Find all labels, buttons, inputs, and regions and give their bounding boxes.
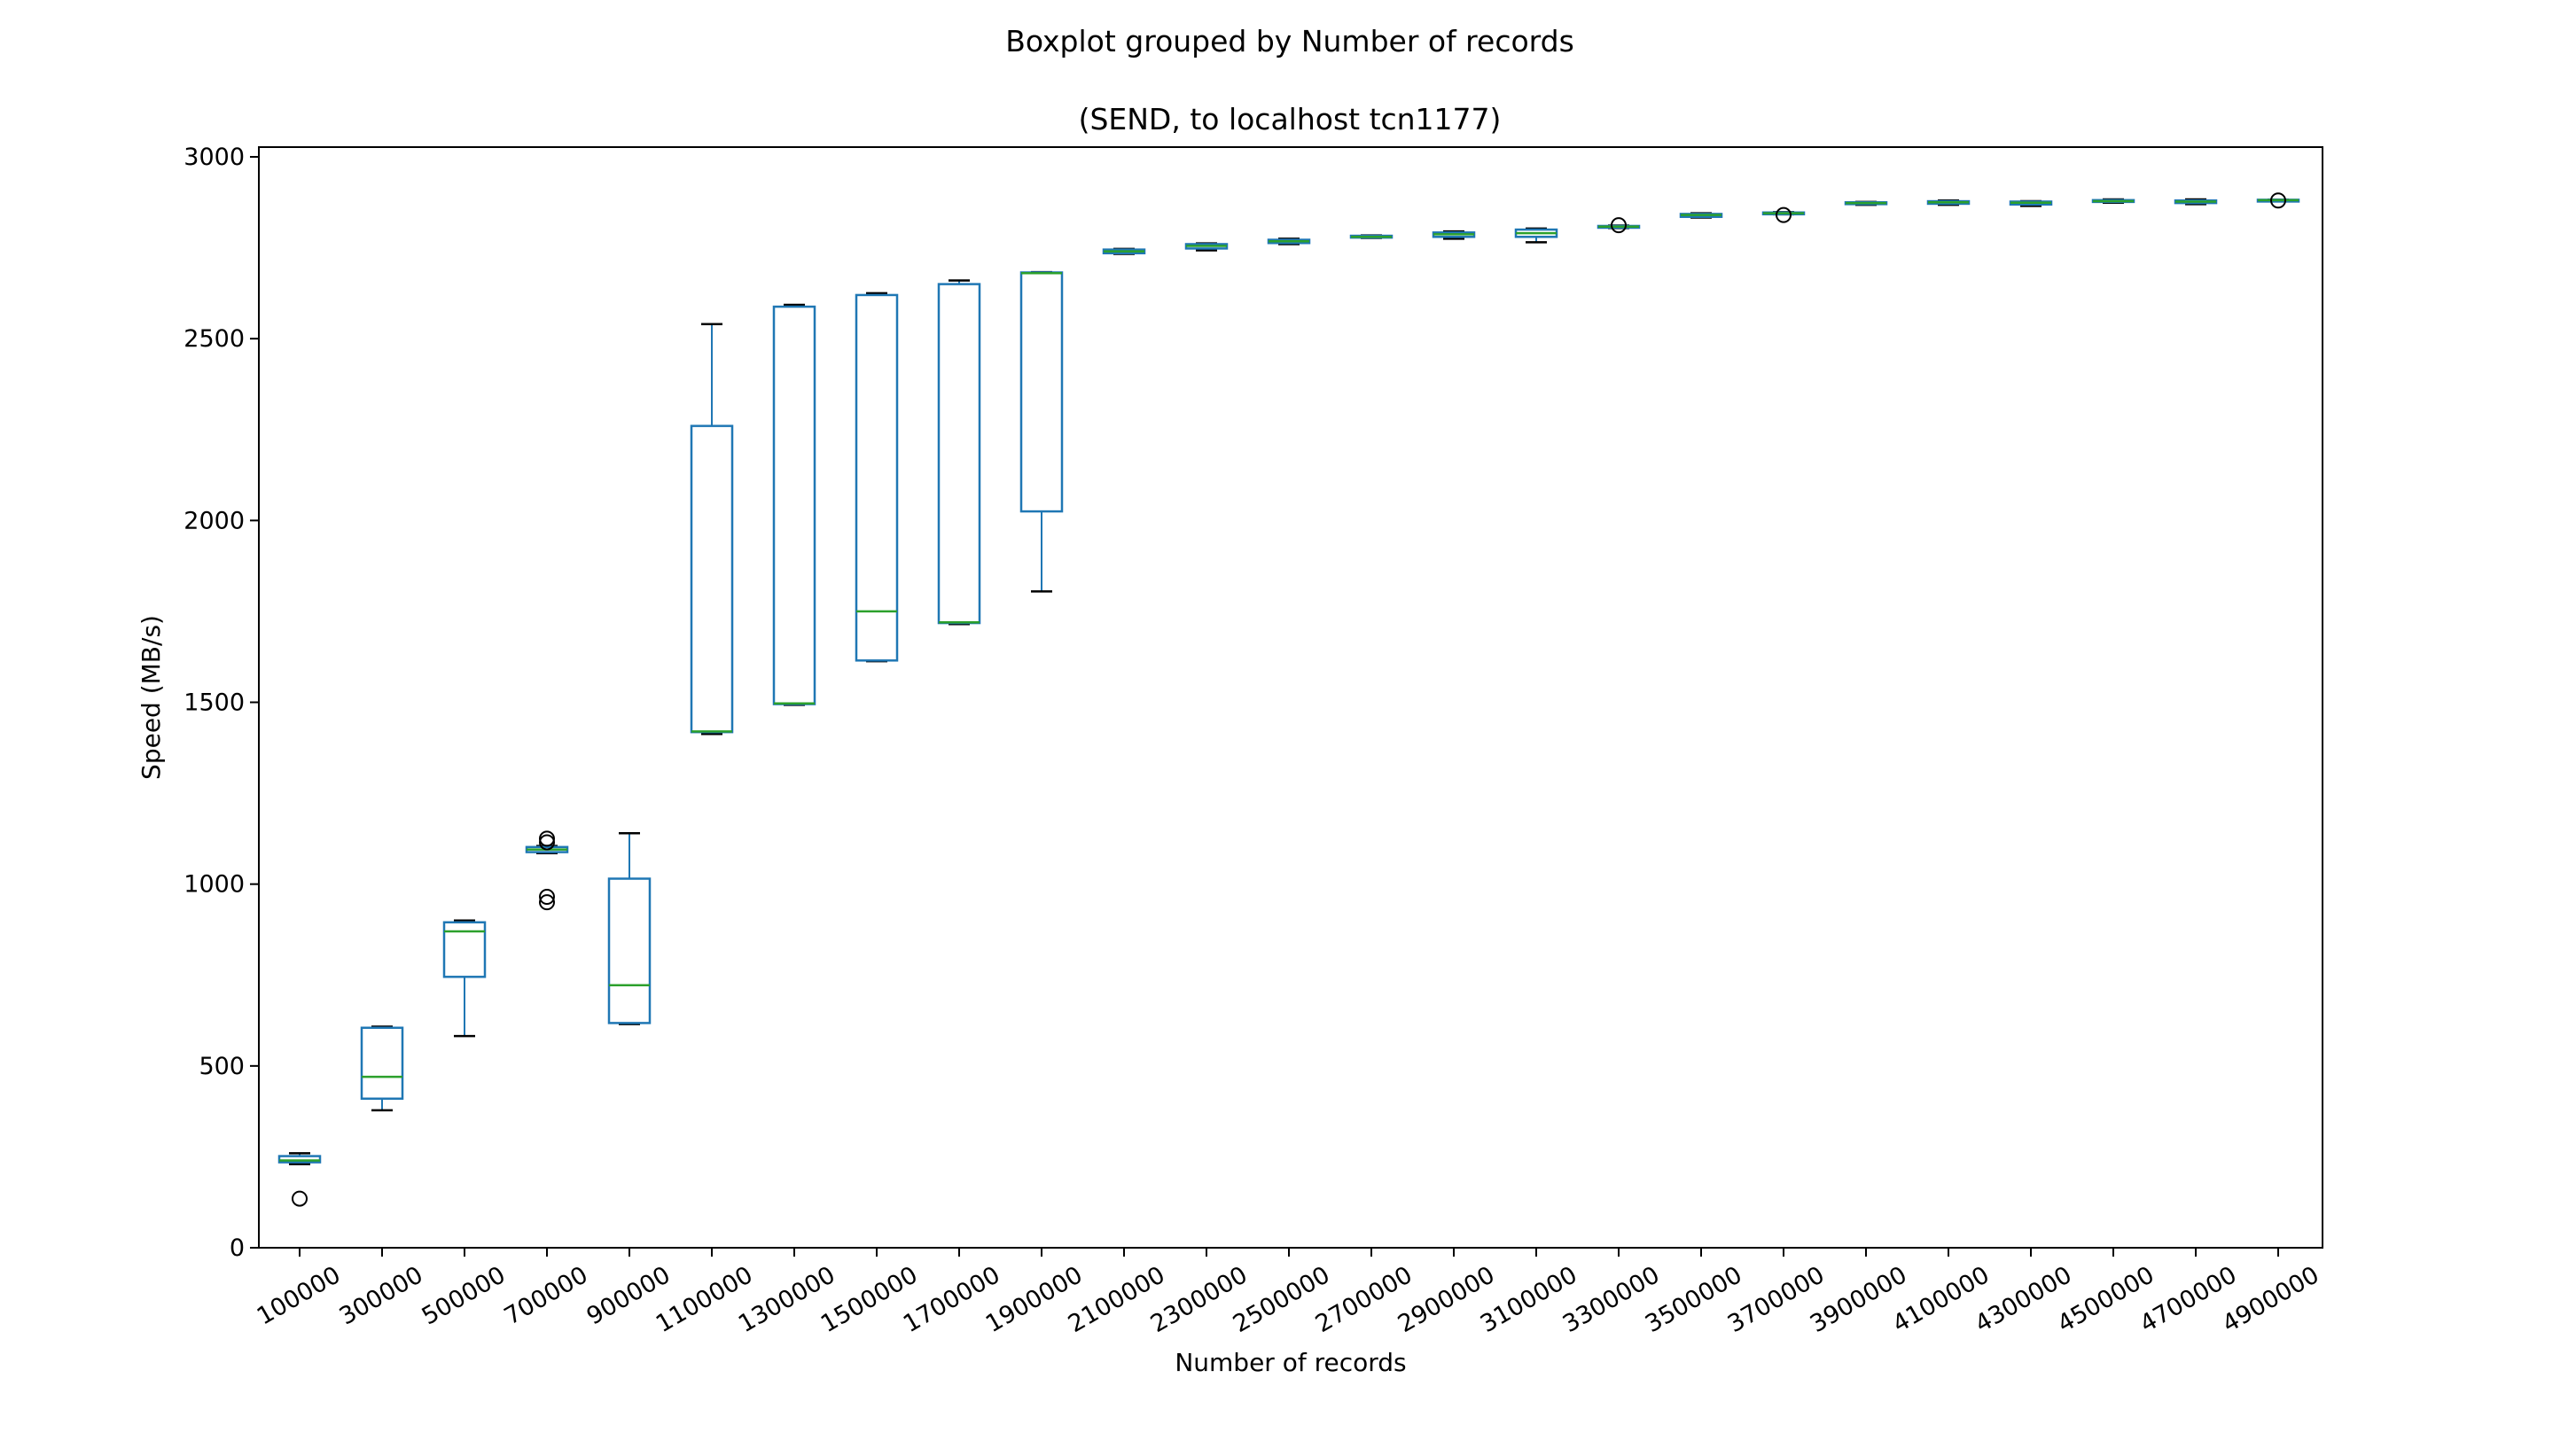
- box-group: [1514, 227, 1558, 244]
- box-group: [1102, 247, 1146, 255]
- y-axis-label: Speed (MB/s): [137, 615, 166, 780]
- chart-title: Boxplot grouped by Number of records: [1005, 24, 1574, 58]
- box-group: [1679, 212, 1723, 219]
- outlier-point: [1776, 206, 1792, 223]
- box-group: [2174, 198, 2218, 206]
- outlier-point: [1611, 217, 1627, 234]
- box-group: [855, 292, 899, 663]
- y-tick-label: 500: [199, 1053, 245, 1080]
- y-tick-label: 0: [230, 1234, 245, 1262]
- outlier-point: [539, 889, 555, 906]
- box-group: [690, 323, 734, 736]
- y-tick-label: 1500: [183, 689, 245, 717]
- box-group: [1349, 234, 1394, 239]
- box-group: [1844, 200, 1888, 206]
- box-iqr: [277, 1155, 322, 1164]
- outlier-point: [539, 894, 555, 911]
- box-iqr: [607, 877, 652, 1024]
- box-group: [2091, 198, 2135, 204]
- box-iqr: [442, 921, 487, 978]
- box-group: [1597, 217, 1641, 234]
- plot-frame: [258, 146, 2323, 1249]
- x-axis-label: Number of records: [1175, 1348, 1406, 1377]
- box-group: [442, 919, 487, 1038]
- box-group: [1761, 206, 1806, 223]
- box-group: [2256, 192, 2300, 209]
- box-group: [1267, 237, 1311, 245]
- outlier-point: [292, 1190, 308, 1207]
- box-group: [1184, 242, 1229, 252]
- outlier-point: [2270, 192, 2286, 209]
- box-iqr: [855, 293, 899, 662]
- box-group: [277, 1152, 322, 1207]
- y-axis-ticks: 0 500 1000 1500 2000 2500 3000: [183, 144, 259, 1262]
- box-group: [525, 830, 569, 911]
- box-group: [1926, 199, 1971, 206]
- y-tick-label: 2500: [183, 325, 245, 353]
- box-group: [607, 831, 652, 1025]
- box-group: [360, 1025, 404, 1112]
- plot-area: [277, 192, 2300, 1207]
- chart-subtitle: (SEND, to localhost tcn1177): [1079, 102, 1502, 136]
- box-group: [937, 279, 981, 626]
- outlier-point: [539, 834, 555, 851]
- y-tick-label: 2000: [183, 507, 245, 534]
- y-tick-label: 1000: [183, 871, 245, 899]
- y-tick-label: 3000: [183, 144, 245, 171]
- box-group: [1019, 270, 1064, 593]
- box-group: [772, 303, 816, 706]
- box-iqr: [360, 1026, 404, 1101]
- box-group: [2009, 199, 2053, 207]
- box-group: [1432, 230, 1476, 240]
